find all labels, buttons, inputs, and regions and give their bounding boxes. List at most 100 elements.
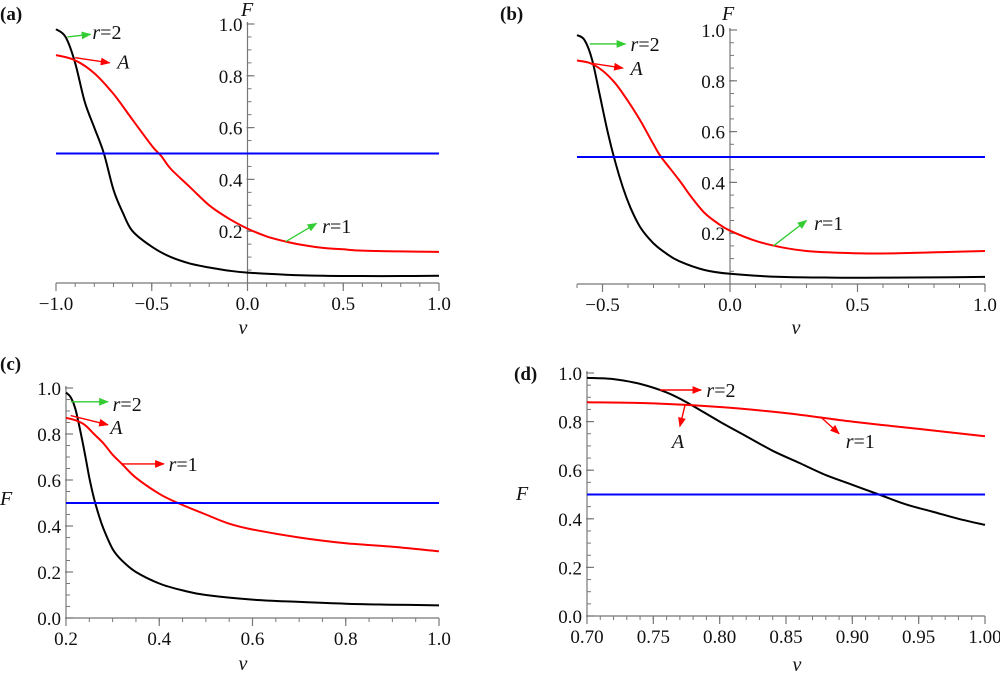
y-tick-label: 1.0 [558,364,582,385]
series-line-r1 [586,401,986,438]
annotation-arrow [820,416,840,435]
x-tick-label: 1.0 [973,295,997,316]
x-tick-label: 0.95 [902,627,935,648]
x-axis-title: v [792,317,801,339]
x-tick-label: 0.6 [241,629,265,650]
x-tick-label: −0.5 [585,295,619,316]
series-line-r2 [65,391,440,607]
annotation-symbol: r [113,394,121,416]
annotation-value: =2 [100,22,121,44]
x-tick-label: 0.4 [147,629,171,650]
annotation-label: r=2 [706,380,735,402]
panel-label: (d) [514,364,537,385]
series-line-r1 [65,416,440,553]
annotation-value: =1 [822,213,843,235]
annotation-arrow [589,62,624,71]
y-tick-label: 0.0 [558,607,582,628]
annotation-symbol: A [629,58,644,80]
annotation-value: =2 [714,380,735,402]
y-tick-label: 0.4 [219,170,243,191]
annotation-label: r=2 [113,394,142,416]
y-axis-title: F [515,483,529,505]
x-tick-label: 1.0 [427,294,451,315]
annotation-value: =1 [176,454,197,476]
annotation-arrow [678,404,686,428]
annotation-symbol: A [108,417,123,439]
y-tick-label: 0.2 [558,558,582,579]
y-tick-label: 0.6 [701,123,725,144]
panel-label: (b) [500,4,523,25]
y-tick-label: 1.0 [701,21,725,42]
y-axis-title: F [240,0,254,21]
series-line-r2 [576,34,986,279]
y-tick-label: 0.8 [219,67,243,88]
y-tick-label: 0.8 [558,413,582,434]
annotation-arrow [285,222,318,243]
y-axis-title: F [721,3,735,25]
annotation-value: =1 [853,431,874,453]
annotation-symbol: r [322,216,330,238]
annotation-arrow [75,56,111,66]
x-axis-title: v [239,653,248,673]
y-tick-label: 0.6 [37,471,61,492]
annotation-label: r=2 [631,34,660,56]
y-tick-label: 0.8 [37,425,61,446]
series-line-r2 [586,376,986,526]
annotation-symbol: r [814,213,822,235]
annotation-symbol: r [846,431,854,453]
y-tick-label: 0.8 [701,72,725,93]
y-tick-label: 0.4 [558,510,582,531]
annotation-label: r=1 [169,454,198,476]
y-tick-label: 0.2 [219,222,243,243]
x-tick-label: 1.0 [427,629,451,650]
annotation-symbol: A [115,52,130,74]
annotation-label: A [629,58,644,80]
y-tick-label: 1.0 [37,379,61,400]
series-line-r1 [576,59,986,255]
annotation-symbol: A [670,431,685,453]
annotation-label: r=1 [846,431,875,453]
annotation-symbol: r [169,454,177,476]
x-tick-label: −1.0 [39,294,73,315]
x-axis-title: v [793,654,802,673]
y-tick-label: 0.6 [558,461,582,482]
annotation-symbol: r [631,34,639,56]
annotation-label: r=1 [814,213,843,235]
panel-d: 0.70 0.75 0.80 0.85 0.90 0.95 1.00 0.0 0.2 0.4 0.6… [514,364,1000,673]
panel-a: −1.0 −0.5 0.0 0.5 1.00.20.40.60.81.0vF(a)r=2… [0,0,451,339]
y-tick-label: 0.4 [701,173,725,194]
y-tick-label: 0.2 [37,563,61,584]
x-tick-label: 0.70 [570,627,603,648]
annotation-value: =2 [120,394,141,416]
annotation-arrow [772,219,808,247]
annotation-label: A [670,431,685,453]
x-tick-label: 0.2 [54,629,78,650]
annotation-label: r=1 [322,216,351,238]
annotation-value: =2 [638,34,659,56]
y-tick-label: 1.0 [219,15,243,36]
annotation-label: A [115,52,130,74]
y-axis-title: F [0,488,13,510]
panel-label: (a) [0,4,22,25]
x-tick-label: 0.75 [637,627,670,648]
annotation-label: A [108,417,123,439]
x-tick-label: 0.5 [331,294,355,315]
panel-label: (c) [0,354,21,375]
x-tick-label: 0.85 [769,627,802,648]
x-tick-label: 0.8 [334,629,358,650]
annotation-arrow [67,31,92,40]
x-axis-title: v [239,317,248,339]
x-tick-label: 0.0 [236,294,260,315]
x-tick-label: 1.00 [968,627,1000,648]
y-tick-label: 0.6 [219,119,243,140]
x-tick-label: 0.0 [718,295,742,316]
y-tick-label: 0.0 [37,609,61,630]
x-tick-label: 0.80 [703,627,736,648]
x-tick-label: 0.5 [846,295,870,316]
annotation-label: r=2 [92,22,121,44]
y-tick-label: 0.4 [37,517,61,538]
series-line-r2 [55,28,440,278]
series-line-r1 [55,54,440,253]
x-tick-label: −0.5 [135,294,169,315]
